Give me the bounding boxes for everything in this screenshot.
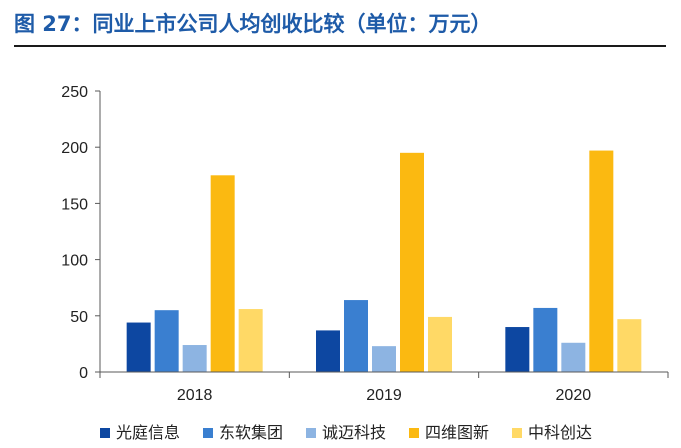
legend-label: 光庭信息 xyxy=(116,423,180,442)
legend-label: 四维图新 xyxy=(425,423,489,442)
y-tick-label: 250 xyxy=(61,84,88,101)
bar xyxy=(154,310,179,372)
bar xyxy=(372,346,396,372)
title-divider xyxy=(14,45,666,47)
x-tick-label: 2019 xyxy=(366,387,402,404)
bar xyxy=(210,175,235,372)
y-tick-label: 150 xyxy=(61,196,88,213)
legend: 光庭信息 东软集团 诚迈科技 四维图新 中科创达 xyxy=(100,423,592,442)
bar xyxy=(316,330,340,372)
legend-label: 诚迈科技 xyxy=(322,423,386,442)
bar xyxy=(533,307,558,372)
bar xyxy=(505,327,530,372)
bar xyxy=(561,342,586,372)
legend-swatch xyxy=(512,428,522,438)
bar xyxy=(182,345,207,372)
figure-title: 图 27：同业上市公司人均创收比较（单位：万元） xyxy=(14,12,492,36)
y-tick-label: 50 xyxy=(70,309,88,326)
bar xyxy=(428,316,452,372)
x-tick-label: 2020 xyxy=(556,387,592,404)
legend-label: 东软集团 xyxy=(219,423,283,442)
legend-swatch xyxy=(203,428,213,438)
bar xyxy=(344,300,368,372)
legend-swatch xyxy=(409,428,419,438)
bar xyxy=(400,152,424,372)
bar xyxy=(126,322,151,372)
legend-label: 中科创达 xyxy=(528,423,592,442)
x-tick-label: 2018 xyxy=(177,387,213,404)
y-tick-label: 0 xyxy=(79,365,88,382)
bar xyxy=(617,319,642,372)
legend-swatch xyxy=(100,428,110,438)
y-tick-label: 100 xyxy=(61,253,88,270)
bar xyxy=(238,309,263,372)
y-tick-label: 200 xyxy=(61,140,88,157)
bars xyxy=(126,150,642,372)
y-axis: 0 50 100 150 200 250 xyxy=(61,84,101,382)
legend-swatch xyxy=(306,428,316,438)
bar xyxy=(589,150,614,372)
x-axis: 2018 2019 2020 xyxy=(99,371,669,404)
